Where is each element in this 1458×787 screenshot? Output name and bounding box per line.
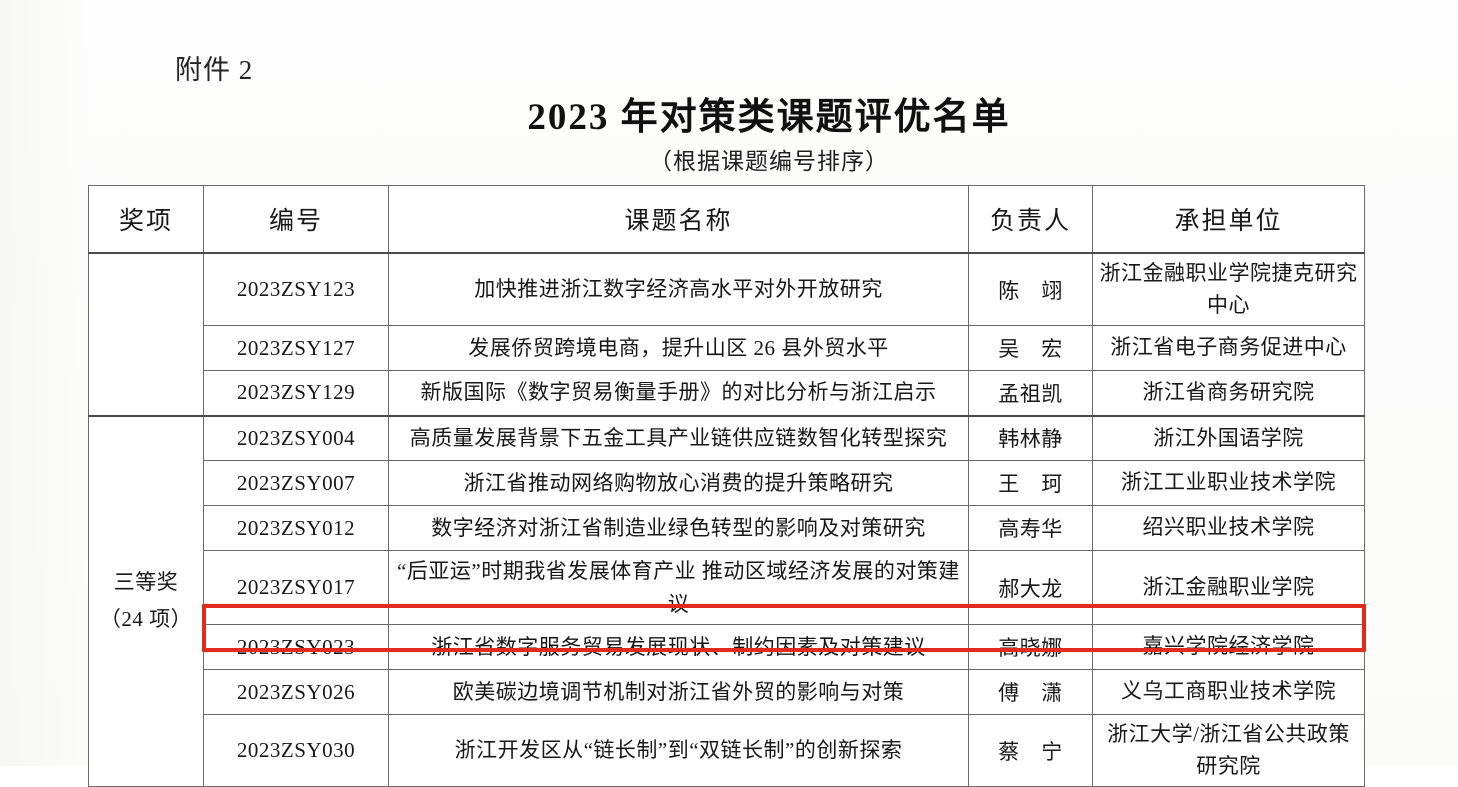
table-row: 三等奖 （24 项） 2023ZSY004 高质量发展背景下五金工具产业链供应链… <box>88 414 1365 787</box>
cell-code: 2023ZSY007 <box>203 460 389 506</box>
award-table-container: 奖项 编号 课题名称 负责人 承担单位 2023ZSY123 加快推进浙江数字经… <box>88 185 1365 787</box>
cell-title: 浙江开发区从“链长制”到“双链长制”的创新探索 <box>388 714 969 787</box>
page-subtitle: （根据课题编号排序） <box>649 149 889 174</box>
award-table: 奖项 编号 课题名称 负责人 承担单位 2023ZSY123 加快推进浙江数字经… <box>88 185 1365 787</box>
cell-unit: 浙江金融职业学院 <box>1092 549 1365 626</box>
table-row: 2023ZSY127 发展侨贸跨境电商，提升山区 26 县外贸水平 吴 宏 浙江… <box>89 325 1365 371</box>
table-row: 2023ZSY007 浙江省推动网络购物放心消费的提升策略研究 王 珂 浙江工业… <box>89 460 1365 506</box>
cell-title: 浙江省数字服务贸易发展现状、制约因素及对策建议 <box>388 624 969 671</box>
attachment-label: 附件 2 <box>175 55 254 85</box>
cell-unit: 义乌工商职业技术学院 <box>1092 669 1365 716</box>
cell-unit: 浙江省商务研究院 <box>1092 370 1365 416</box>
page-title: 2023 年对策类课题评优名单 <box>527 97 1011 138</box>
cell-code: 2023ZSY004 <box>203 414 389 461</box>
cell-code: 2023ZSY017 <box>203 549 389 626</box>
cell-person: 陈 翊 <box>968 252 1093 326</box>
cell-person: 孟祖凯 <box>968 370 1093 416</box>
award-group-label-2: 三等奖 <box>113 569 179 594</box>
award-group-count-2: （24 项） <box>99 607 193 632</box>
cell-unit: 浙江工业职业技术学院 <box>1092 460 1365 506</box>
cell-code: 2023ZSY030 <box>203 714 389 787</box>
table-row: 2023ZSY129 新版国际《数字贸易衡量手册》的对比分析与浙江启示 孟祖凯 … <box>89 370 1365 416</box>
column-header-award: 奖项 <box>88 185 204 254</box>
cell-person: 韩林静 <box>968 414 1093 461</box>
cell-title: 数字经济对浙江省制造业绿色转型的影响及对策研究 <box>388 505 969 551</box>
cell-title: 加快推进浙江数字经济高水平对外开放研究 <box>388 252 969 326</box>
cell-title: 高质量发展背景下五金工具产业链供应链数智化转型探究 <box>388 414 969 461</box>
cell-code: 2023ZSY123 <box>203 252 389 326</box>
cell-unit: 绍兴职业技术学院 <box>1092 505 1365 551</box>
cell-person: 高寿华 <box>968 505 1093 551</box>
cell-title: 欧美碳边境调节机制对浙江省外贸的影响与对策 <box>388 669 969 716</box>
cell-code: 2023ZSY127 <box>203 325 389 371</box>
cell-unit: 嘉兴学院经济学院 <box>1092 624 1365 671</box>
cell-code: 2023ZSY026 <box>203 669 389 716</box>
cell-unit: 浙江金融职业学院捷克研究中心 <box>1092 252 1365 326</box>
table-row-highlighted: 2023ZSY023 浙江省数字服务贸易发展现状、制约因素及对策建议 高晓娜 嘉… <box>89 624 1365 671</box>
table-row: 2023ZSY030 浙江开发区从“链长制”到“双链长制”的创新探索 蔡 宁 浙… <box>89 714 1365 787</box>
cell-person: 吴 宏 <box>968 325 1093 371</box>
cell-title: 浙江省推动网络购物放心消费的提升策略研究 <box>388 460 969 506</box>
award-group-cell-2: 三等奖 （24 项） <box>88 414 204 787</box>
cell-code: 2023ZSY012 <box>203 505 389 551</box>
cell-person: 蔡 宁 <box>968 714 1093 787</box>
cell-title: “后亚运”时期我省发展体育产业 推动区域经济发展的对策建议 <box>388 549 969 626</box>
column-header-unit: 承担单位 <box>1092 185 1365 254</box>
cell-title: 发展侨贸跨境电商，提升山区 26 县外贸水平 <box>388 325 969 371</box>
cell-person: 王 珂 <box>968 460 1093 506</box>
cell-unit: 浙江大学/浙江省公共政策研究院 <box>1092 714 1365 787</box>
column-header-person: 负责人 <box>968 185 1093 254</box>
cell-person: 高晓娜 <box>968 624 1093 671</box>
cell-person: 郝大龙 <box>968 549 1093 626</box>
cell-title: 新版国际《数字贸易衡量手册》的对比分析与浙江启示 <box>388 370 969 416</box>
award-group-cell-1 <box>88 252 204 416</box>
column-header-code: 编号 <box>203 185 389 254</box>
cell-person: 傅 潇 <box>968 669 1093 716</box>
cell-unit: 浙江外国语学院 <box>1092 414 1365 461</box>
table-row: 2023ZSY026 欧美碳边境调节机制对浙江省外贸的影响与对策 傅 潇 义乌工… <box>89 669 1365 716</box>
table-row: 2023ZSY123 加快推进浙江数字经济高水平对外开放研究 陈 翊 浙江金融职… <box>88 252 1365 416</box>
cell-code: 2023ZSY023 <box>203 624 389 671</box>
column-header-title: 课题名称 <box>388 185 969 254</box>
table-header-row: 奖项 编号 课题名称 负责人 承担单位 <box>88 185 1365 254</box>
cell-unit: 浙江省电子商务促进中心 <box>1092 325 1365 371</box>
table-row: 2023ZSY012 数字经济对浙江省制造业绿色转型的影响及对策研究 高寿华 绍… <box>89 505 1365 551</box>
table-row: 2023ZSY017 “后亚运”时期我省发展体育产业 推动区域经济发展的对策建议… <box>89 549 1365 626</box>
cell-code: 2023ZSY129 <box>203 370 389 416</box>
